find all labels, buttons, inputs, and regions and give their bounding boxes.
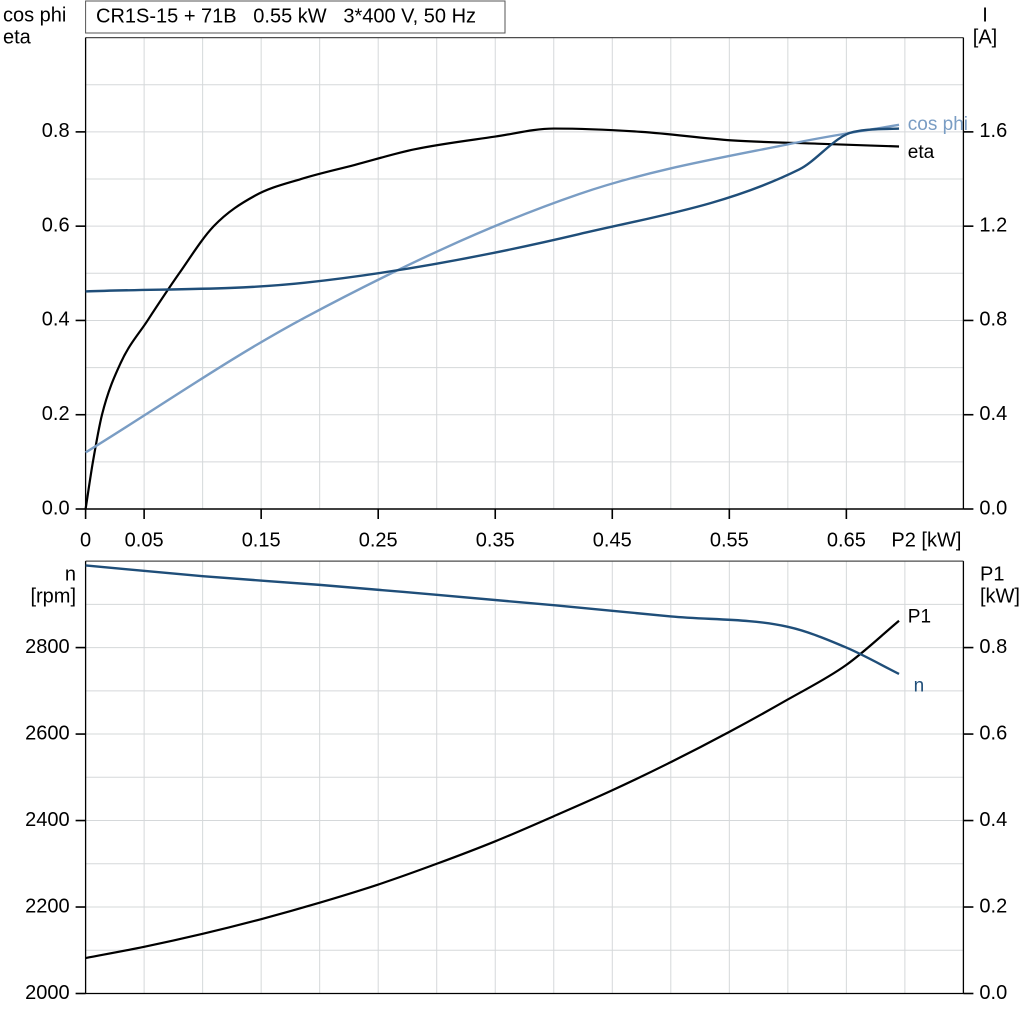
svg-text:n: n [65,564,76,586]
svg-text:P2 [kW]: P2 [kW] [891,530,961,552]
svg-text:0.2: 0.2 [979,895,1007,917]
svg-text:eta: eta [908,142,935,163]
svg-text:n: n [914,676,925,697]
svg-text:1.2: 1.2 [979,214,1007,236]
svg-text:2800: 2800 [25,636,70,658]
svg-text:[kW]: [kW] [980,586,1020,608]
svg-text:0.55: 0.55 [710,530,749,552]
svg-text:0.4: 0.4 [979,403,1007,425]
svg-text:2000: 2000 [25,982,70,1004]
svg-text:0.0: 0.0 [42,497,70,519]
svg-text:2600: 2600 [25,722,70,744]
svg-text:CR1S-15 + 71B 0.55 kW 3*40: CR1S-15 + 71B 0.55 kW 3*400 V, 50 Hz [96,5,476,27]
svg-text:P1: P1 [908,606,931,627]
svg-text:[rpm]: [rpm] [30,586,76,608]
svg-text:0.45: 0.45 [593,530,632,552]
svg-text:0.25: 0.25 [359,530,398,552]
svg-text:cos phi: cos phi [908,114,968,135]
svg-text:0.0: 0.0 [979,497,1007,519]
svg-text:2400: 2400 [25,809,70,831]
svg-text:0.6: 0.6 [979,722,1007,744]
svg-text:0.35: 0.35 [476,530,515,552]
svg-text:cos phi: cos phi [3,5,66,27]
svg-text:0: 0 [80,530,91,552]
svg-text:2200: 2200 [25,895,70,917]
svg-text:0.2: 0.2 [42,403,70,425]
svg-text:0.4: 0.4 [979,809,1007,831]
svg-text:P1: P1 [980,564,1004,586]
svg-text:I: I [982,5,988,27]
svg-text:0.4: 0.4 [42,309,70,331]
svg-text:0.6: 0.6 [42,214,70,236]
svg-text:0.0: 0.0 [979,982,1007,1004]
svg-text:[A]: [A] [973,27,997,49]
svg-text:0.65: 0.65 [827,530,866,552]
svg-text:0.8: 0.8 [979,636,1007,658]
svg-text:0.05: 0.05 [125,530,164,552]
svg-text:1.6: 1.6 [979,120,1007,142]
svg-text:0.8: 0.8 [979,309,1007,331]
svg-text:0.15: 0.15 [242,530,281,552]
svg-text:0.8: 0.8 [42,120,70,142]
svg-text:eta: eta [3,27,32,49]
